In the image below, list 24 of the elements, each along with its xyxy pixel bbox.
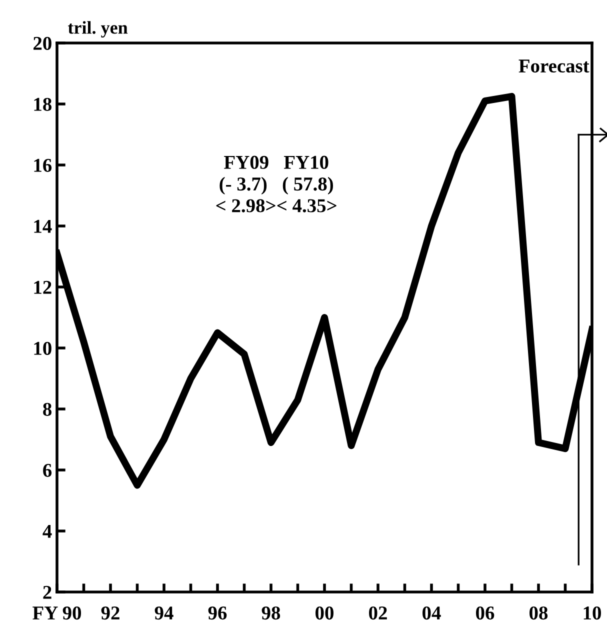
y-tick-label: 10 [34,342,52,355]
x-tick-label: 02 [369,606,387,620]
x-tick-label: 04 [422,606,441,620]
y-axis-title: tril. yen [68,21,128,38]
x-tick-label: 96 [208,606,227,620]
y-tick-label: 12 [34,280,52,294]
x-tick-label: 94 [154,606,174,620]
ref-line-label: Forecast [518,60,590,73]
annotation: FY09 FY10 (- 3.7) ( 57.8) < 2.98>< 4.35> [216,156,336,212]
x-tick-label: 08 [530,606,548,620]
x-tick-label: 00 [316,606,334,620]
y-tick-label: 6 [43,464,52,477]
x-tick-label: 06 [476,606,494,620]
y-tick-label: 4 [42,524,52,538]
x-tick-label: FY 90 [32,606,82,620]
y-tick-label: 18 [34,98,52,111]
y-tick-label: 2 [43,586,52,599]
x-tick-label: 10 [584,606,601,620]
y-tick-label: 20 [34,36,52,50]
y-tick-label: 8 [43,402,52,416]
y-tick-label: 16 [34,158,52,172]
y-tick-label: 14 [34,220,52,233]
x-tick-label: 98 [262,606,280,620]
x-tick-label: 92 [101,606,120,620]
